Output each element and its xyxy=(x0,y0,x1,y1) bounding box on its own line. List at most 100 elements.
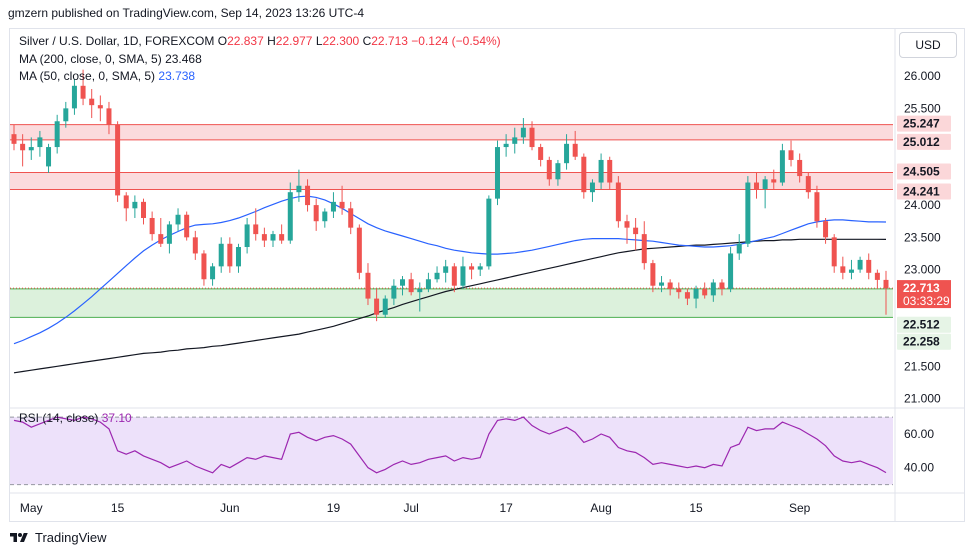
candle-body xyxy=(28,147,34,151)
time-tick-label: 15 xyxy=(111,501,125,515)
candle-body xyxy=(443,266,449,273)
zone-top-label-0-bg xyxy=(897,115,951,132)
close-value: 22.713 xyxy=(371,34,408,48)
price-tick-label: 25.500 xyxy=(904,101,941,115)
zone-bottom-label-0: 25.012 xyxy=(903,135,940,149)
candle-body xyxy=(460,266,466,286)
price-tick-label: 23.500 xyxy=(904,230,941,244)
candle-body xyxy=(296,185,302,193)
zone-resistance-0 xyxy=(10,124,893,140)
candle-body xyxy=(538,147,544,160)
countdown-label: 03:33:29 xyxy=(903,294,950,308)
high-value: 22.977 xyxy=(275,34,313,48)
price-tick-label: 21.500 xyxy=(904,359,941,373)
candle-body xyxy=(848,269,854,273)
candle-body xyxy=(287,192,293,241)
candle-body xyxy=(279,234,285,241)
candle-body xyxy=(520,127,526,138)
candle-body xyxy=(46,147,52,167)
price-tick-label: 21.000 xyxy=(904,392,941,406)
chart-frame xyxy=(9,28,965,522)
rsi-legend[interactable]: RSI (14, close) 37.10 xyxy=(19,411,132,425)
candle-body xyxy=(831,237,837,267)
candle-body xyxy=(123,195,129,209)
candle-body xyxy=(477,266,483,270)
candle-body xyxy=(184,214,190,238)
currency-button[interactable]: USD xyxy=(899,32,957,58)
candle-body xyxy=(589,182,595,193)
zone-bottom-label-2: 22.258 xyxy=(903,335,940,349)
zone-resistance-1 xyxy=(10,172,893,190)
candle-body xyxy=(555,163,561,180)
candle-body xyxy=(71,85,77,109)
close-label: C xyxy=(362,34,372,48)
candle-body xyxy=(607,159,613,183)
time-tick-label: 17 xyxy=(499,501,513,515)
candle-body xyxy=(451,266,457,286)
price-tick-label: 24.000 xyxy=(904,198,941,212)
ma50-line xyxy=(13,195,887,345)
candle-body xyxy=(149,217,155,235)
candle-body xyxy=(572,143,578,157)
tradingview-footer[interactable]: TradingView xyxy=(8,530,107,545)
time-tick-label: 19 xyxy=(327,501,341,515)
low-label: L xyxy=(315,34,323,48)
candle-body xyxy=(434,272,440,280)
candle-body xyxy=(736,243,742,254)
candle-body xyxy=(391,285,397,299)
zone-bottom-label-1: 24.241 xyxy=(903,185,940,199)
candle-body xyxy=(529,127,535,148)
candle-body xyxy=(408,279,414,293)
rsi-tick-label: 60.00 xyxy=(904,427,934,441)
price-tick-label: 26.000 xyxy=(904,69,941,83)
last-price-label: 22.713 xyxy=(903,281,940,295)
candle-body xyxy=(857,259,863,270)
candle-body xyxy=(115,124,121,196)
low-value: 22.300 xyxy=(322,34,360,48)
ma50-legend[interactable]: MA (50, close, 0, SMA, 5) 23.738 xyxy=(19,69,195,83)
ma200-legend[interactable]: MA (200, close, 0, SMA, 5) 23.468 xyxy=(19,52,202,66)
rsi-tick-label: 40.00 xyxy=(904,461,934,475)
candle-body xyxy=(97,105,103,109)
ma200-value: 23.468 xyxy=(165,52,202,66)
candle-body xyxy=(883,279,889,289)
candle-body xyxy=(425,279,431,289)
candle-body xyxy=(512,137,518,144)
candle-body xyxy=(374,298,380,315)
candle-body xyxy=(37,137,43,148)
zone-support-2 xyxy=(10,288,893,318)
candle-body xyxy=(158,234,164,244)
time-tick-label: Jul xyxy=(403,501,418,515)
candle-body xyxy=(235,247,241,267)
candle-body xyxy=(469,266,475,270)
candle-body xyxy=(201,253,207,280)
candle-body xyxy=(261,234,267,241)
rsi-value: 37.10 xyxy=(101,411,132,425)
candle-body xyxy=(227,243,233,267)
candle-body xyxy=(305,185,311,206)
time-tick-label: Jun xyxy=(220,501,239,515)
candle-body xyxy=(132,201,138,209)
candle-body xyxy=(270,234,276,241)
candle-body xyxy=(330,201,336,212)
symbol-title: Silver / U.S. Dollar, 1D, FOREXCOM xyxy=(19,34,215,48)
candle-body xyxy=(598,159,604,183)
candle-body xyxy=(546,159,552,180)
candle-body xyxy=(365,272,371,299)
zone-top-label-1: 24.505 xyxy=(903,165,940,179)
time-tick-label: Sep xyxy=(789,501,811,515)
rsi-band xyxy=(10,417,893,485)
candle-body xyxy=(615,182,621,222)
candle-body xyxy=(54,121,60,148)
candle-body xyxy=(779,150,785,183)
candle-body xyxy=(141,201,147,218)
candle-body xyxy=(80,85,86,99)
candle-body xyxy=(339,201,345,209)
zone-bottom-label-2-bg xyxy=(897,333,951,350)
footer-brand: TradingView xyxy=(35,530,107,545)
candle-body xyxy=(20,143,26,151)
candle-body xyxy=(356,227,362,273)
open-value: 22.837 xyxy=(227,34,264,48)
candle-body xyxy=(192,237,198,254)
